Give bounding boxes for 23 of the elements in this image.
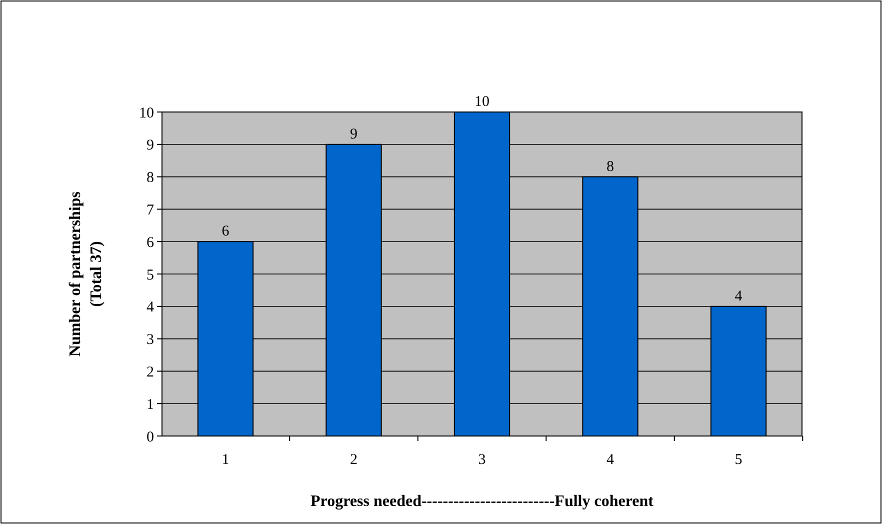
- x-axis-title: Progress needed-------------------------Fully coherent: [310, 493, 654, 510]
- y-tick-label: 8: [146, 170, 154, 186]
- data-label: 4: [734, 288, 743, 304]
- y-tick-label: 1: [146, 396, 154, 413]
- y-tick-label: 9: [146, 138, 154, 154]
- y-tick-label: 7: [146, 202, 154, 218]
- x-tick-label: 1: [222, 452, 230, 468]
- y-tick-label: 2: [146, 364, 154, 380]
- y-tick-label: 0: [146, 429, 154, 446]
- y-tick-label: 4: [146, 300, 154, 316]
- y-axis-title: Number of partnerships (Total 37): [67, 191, 105, 357]
- x-tick-label: 5: [734, 452, 742, 468]
- data-label: 6: [222, 224, 230, 240]
- data-label: 8: [606, 158, 614, 175]
- x-tick-label: 2: [350, 452, 358, 468]
- data-label: 9: [350, 126, 358, 142]
- x-tick-label: 3: [478, 452, 486, 468]
- x-tick-label: 4: [606, 452, 615, 468]
- y-tick-label: 3: [146, 332, 154, 348]
- data-label: 10: [474, 94, 490, 110]
- y-tick-label: 10: [139, 105, 154, 122]
- y-tick-label: 5: [146, 267, 154, 284]
- y-tick-label: 6: [146, 234, 154, 251]
